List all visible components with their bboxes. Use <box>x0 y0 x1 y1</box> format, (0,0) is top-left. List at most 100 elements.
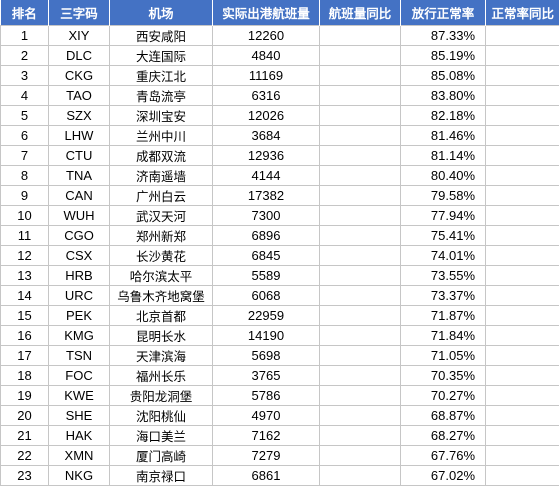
cell-airport[interactable]: 北京首都 <box>109 305 213 326</box>
cell-flights-yoy[interactable] <box>319 345 401 366</box>
header-flights-yoy[interactable]: 航班量同比 <box>319 0 401 26</box>
cell-airport[interactable]: 昆明长水 <box>109 325 213 346</box>
cell-rank[interactable]: 19 <box>0 385 49 406</box>
cell-flights-yoy[interactable] <box>319 405 401 426</box>
cell-rank[interactable]: 3 <box>0 65 49 86</box>
cell-flights-yoy[interactable] <box>319 285 401 306</box>
cell-airport[interactable]: 大连国际 <box>109 45 213 66</box>
header-on-time-rate[interactable]: 放行正常率 <box>400 0 486 26</box>
cell-flights-yoy[interactable] <box>319 165 401 186</box>
cell-flights[interactable]: 4144 <box>212 165 320 186</box>
cell-airport[interactable]: 厦门高崎 <box>109 445 213 466</box>
cell-code[interactable]: SHE <box>48 405 110 426</box>
cell-flights[interactable]: 12260 <box>212 25 320 46</box>
cell-rate-yoy[interactable] <box>485 25 559 46</box>
cell-rate-yoy[interactable] <box>485 345 559 366</box>
cell-on-time-rate[interactable]: 80.40% <box>400 165 486 186</box>
cell-flights[interactable]: 6316 <box>212 85 320 106</box>
cell-flights-yoy[interactable] <box>319 85 401 106</box>
cell-flights[interactable]: 12936 <box>212 145 320 166</box>
cell-flights[interactable]: 4970 <box>212 405 320 426</box>
cell-airport[interactable]: 沈阳桃仙 <box>109 405 213 426</box>
cell-airport[interactable]: 武汉天河 <box>109 205 213 226</box>
header-code[interactable]: 三字码 <box>48 0 110 26</box>
cell-flights-yoy[interactable] <box>319 385 401 406</box>
cell-rank[interactable]: 8 <box>0 165 49 186</box>
cell-rate-yoy[interactable] <box>485 425 559 446</box>
cell-flights[interactable]: 17382 <box>212 185 320 206</box>
cell-on-time-rate[interactable]: 81.46% <box>400 125 486 146</box>
cell-code[interactable]: HAK <box>48 425 110 446</box>
cell-code[interactable]: URC <box>48 285 110 306</box>
cell-rate-yoy[interactable] <box>485 45 559 66</box>
cell-flights-yoy[interactable] <box>319 265 401 286</box>
cell-rate-yoy[interactable] <box>485 105 559 126</box>
cell-rate-yoy[interactable] <box>485 325 559 346</box>
cell-flights[interactable]: 7162 <box>212 425 320 446</box>
cell-rate-yoy[interactable] <box>485 365 559 386</box>
header-rate-yoy[interactable]: 正常率同比 <box>485 0 559 26</box>
cell-rank[interactable]: 13 <box>0 265 49 286</box>
cell-flights[interactable]: 5786 <box>212 385 320 406</box>
cell-flights-yoy[interactable] <box>319 225 401 246</box>
cell-code[interactable]: CSX <box>48 245 110 266</box>
cell-on-time-rate[interactable]: 71.87% <box>400 305 486 326</box>
cell-code[interactable]: XIY <box>48 25 110 46</box>
cell-flights-yoy[interactable] <box>319 465 401 486</box>
cell-rank[interactable]: 2 <box>0 45 49 66</box>
header-rank[interactable]: 排名 <box>0 0 49 26</box>
cell-on-time-rate[interactable]: 85.08% <box>400 65 486 86</box>
cell-code[interactable]: WUH <box>48 205 110 226</box>
cell-rate-yoy[interactable] <box>485 125 559 146</box>
cell-rank[interactable]: 5 <box>0 105 49 126</box>
cell-code[interactable]: KWE <box>48 385 110 406</box>
cell-code[interactable]: TNA <box>48 165 110 186</box>
cell-code[interactable]: LHW <box>48 125 110 146</box>
cell-code[interactable]: PEK <box>48 305 110 326</box>
cell-on-time-rate[interactable]: 71.84% <box>400 325 486 346</box>
cell-flights[interactable]: 5698 <box>212 345 320 366</box>
cell-flights[interactable]: 3765 <box>212 365 320 386</box>
cell-rank[interactable]: 12 <box>0 245 49 266</box>
cell-flights-yoy[interactable] <box>319 125 401 146</box>
cell-rank[interactable]: 21 <box>0 425 49 446</box>
cell-code[interactable]: HRB <box>48 265 110 286</box>
cell-on-time-rate[interactable]: 71.05% <box>400 345 486 366</box>
cell-code[interactable]: NKG <box>48 465 110 486</box>
cell-on-time-rate[interactable]: 68.87% <box>400 405 486 426</box>
cell-flights-yoy[interactable] <box>319 105 401 126</box>
cell-code[interactable]: FOC <box>48 365 110 386</box>
cell-rate-yoy[interactable] <box>485 185 559 206</box>
cell-airport[interactable]: 天津滨海 <box>109 345 213 366</box>
cell-flights-yoy[interactable] <box>319 325 401 346</box>
cell-rank[interactable]: 20 <box>0 405 49 426</box>
cell-flights-yoy[interactable] <box>319 145 401 166</box>
cell-rate-yoy[interactable] <box>485 305 559 326</box>
cell-flights[interactable]: 6068 <box>212 285 320 306</box>
cell-flights-yoy[interactable] <box>319 425 401 446</box>
cell-on-time-rate[interactable]: 83.80% <box>400 85 486 106</box>
cell-flights[interactable]: 11169 <box>212 65 320 86</box>
cell-on-time-rate[interactable]: 68.27% <box>400 425 486 446</box>
cell-flights-yoy[interactable] <box>319 25 401 46</box>
cell-rank[interactable]: 10 <box>0 205 49 226</box>
cell-flights[interactable]: 6896 <box>212 225 320 246</box>
cell-code[interactable]: KMG <box>48 325 110 346</box>
cell-on-time-rate[interactable]: 70.35% <box>400 365 486 386</box>
cell-flights[interactable]: 4840 <box>212 45 320 66</box>
cell-code[interactable]: XMN <box>48 445 110 466</box>
cell-on-time-rate[interactable]: 67.76% <box>400 445 486 466</box>
cell-airport[interactable]: 海口美兰 <box>109 425 213 446</box>
cell-code[interactable]: CAN <box>48 185 110 206</box>
cell-rate-yoy[interactable] <box>485 85 559 106</box>
cell-rate-yoy[interactable] <box>485 385 559 406</box>
cell-flights[interactable]: 14190 <box>212 325 320 346</box>
cell-flights[interactable]: 7279 <box>212 445 320 466</box>
header-flights[interactable]: 实际出港航班量 <box>212 0 320 26</box>
cell-on-time-rate[interactable]: 73.55% <box>400 265 486 286</box>
cell-rate-yoy[interactable] <box>485 405 559 426</box>
cell-on-time-rate[interactable]: 67.02% <box>400 465 486 486</box>
cell-flights-yoy[interactable] <box>319 185 401 206</box>
cell-airport[interactable]: 福州长乐 <box>109 365 213 386</box>
cell-flights-yoy[interactable] <box>319 305 401 326</box>
